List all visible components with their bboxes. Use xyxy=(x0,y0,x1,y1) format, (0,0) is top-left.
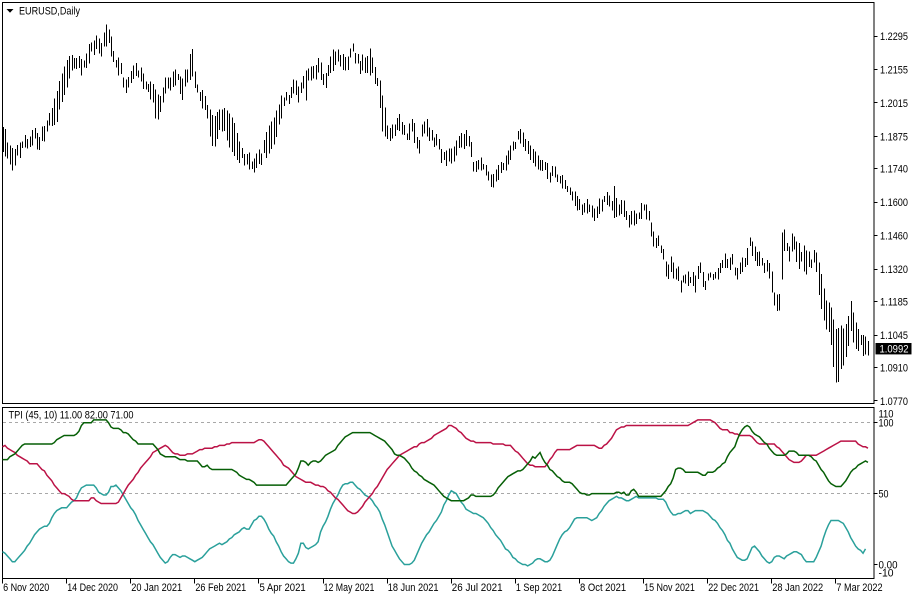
svg-text:1.0770: 1.0770 xyxy=(880,396,908,408)
svg-text:12 May 2021: 12 May 2021 xyxy=(324,582,375,594)
svg-text:1.1045: 1.1045 xyxy=(880,330,908,342)
svg-text:1.0910: 1.0910 xyxy=(880,362,908,374)
svg-text:110: 110 xyxy=(879,408,894,420)
svg-text:1.2295: 1.2295 xyxy=(880,31,908,43)
svg-text:7 Mar 2022: 7 Mar 2022 xyxy=(836,582,882,594)
svg-text:1.2015: 1.2015 xyxy=(880,98,908,110)
svg-text:22 Dec 2021: 22 Dec 2021 xyxy=(708,582,759,594)
svg-text:1.0992: 1.0992 xyxy=(880,343,909,355)
svg-text:1 Sep 2021: 1 Sep 2021 xyxy=(516,582,562,594)
svg-text:1.1460: 1.1460 xyxy=(880,231,908,243)
svg-text:EURUSD,Daily: EURUSD,Daily xyxy=(19,5,80,17)
svg-text:14 Dec 2020: 14 Dec 2020 xyxy=(67,582,118,594)
svg-text:28 Jan 2022: 28 Jan 2022 xyxy=(772,582,823,594)
svg-text:TPI (45, 10) 11.00 82.00 71.00: TPI (45, 10) 11.00 82.00 71.00 xyxy=(9,409,134,421)
svg-text:1.2155: 1.2155 xyxy=(880,64,908,76)
svg-text:50: 50 xyxy=(879,488,889,500)
svg-text:1.1185: 1.1185 xyxy=(880,297,908,309)
svg-text:26 Jul 2021: 26 Jul 2021 xyxy=(452,582,503,594)
svg-text:0.00: 0.00 xyxy=(879,559,898,571)
svg-text:1.1600: 1.1600 xyxy=(880,197,908,209)
svg-text:1.1875: 1.1875 xyxy=(880,131,908,143)
svg-text:20 Jan 2021: 20 Jan 2021 xyxy=(131,582,182,594)
svg-text:18 Jun 2021: 18 Jun 2021 xyxy=(388,582,439,594)
svg-text:1.1320: 1.1320 xyxy=(880,264,908,276)
svg-text:1.1740: 1.1740 xyxy=(880,164,908,176)
svg-text:100: 100 xyxy=(879,418,894,430)
svg-text:6 Nov 2020: 6 Nov 2020 xyxy=(3,582,49,594)
svg-text:26 Feb 2021: 26 Feb 2021 xyxy=(195,582,246,594)
svg-text:-10: -10 xyxy=(879,568,894,580)
svg-text:5 Apr 2021: 5 Apr 2021 xyxy=(260,582,306,594)
svg-text:15 Nov 2021: 15 Nov 2021 xyxy=(644,582,695,594)
svg-text:8 Oct 2021: 8 Oct 2021 xyxy=(580,582,626,594)
